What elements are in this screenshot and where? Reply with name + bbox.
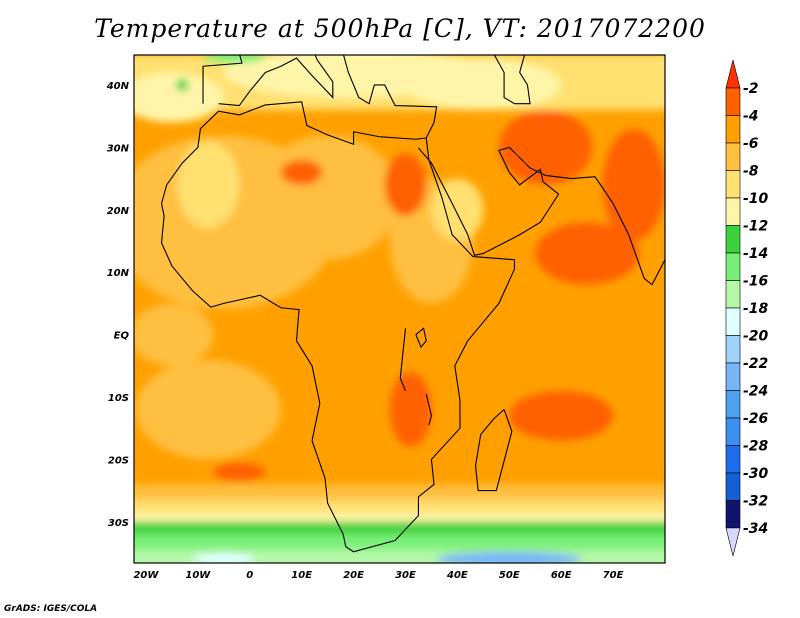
colorbar-below-triangle (725, 527, 741, 557)
lon-tick-label: 10W (185, 570, 211, 581)
colorbar-box (725, 500, 741, 529)
lat-tick-label: 10S (108, 393, 129, 404)
coastline (202, 55, 243, 104)
colorbar-box (725, 472, 741, 501)
field-patch (436, 551, 583, 563)
colorbar-box (725, 445, 741, 474)
coastline (415, 327, 427, 349)
colorbar-box (725, 170, 741, 199)
colorbar-label: -2 (743, 81, 759, 97)
lon-tick-label: 0 (246, 570, 253, 581)
colorbar-box (725, 115, 741, 144)
colorbar-label: -32 (743, 494, 768, 510)
colorbar-box (725, 87, 741, 116)
colorbar-box (725, 335, 741, 364)
colorbar-label: -22 (743, 356, 768, 372)
lat-tick-label: 20S (108, 455, 129, 466)
field-patch (254, 135, 401, 260)
coastline (218, 55, 334, 107)
lon-tick-label: 20E (343, 570, 364, 581)
field-band (134, 521, 665, 535)
colorbar-box (725, 225, 741, 254)
lat-tick-label: 30N (107, 143, 130, 154)
colorbar: -2 -4 -6 -8 -10 -12 -14 -16 -18 -20 -22 -24 -26 -28 -3… (725, 59, 769, 557)
colorbar-label: -18 (743, 301, 769, 317)
field-patch (177, 141, 240, 229)
field-patch (134, 303, 214, 366)
colorbar-box (725, 280, 741, 309)
colorbar-label: -34 (743, 521, 768, 537)
lon-tick-label: 50E (499, 570, 520, 581)
field-patch (134, 72, 224, 123)
colorbar-label: -6 (743, 136, 759, 152)
colorbar-label: -26 (743, 411, 769, 427)
coastline (160, 101, 516, 553)
coastline (399, 328, 407, 391)
colorbar-label: -20 (743, 329, 769, 345)
field-patch (192, 553, 255, 563)
field-patch (431, 178, 484, 241)
colorbar-box (725, 197, 741, 226)
lon-tick-label: 30E (395, 570, 416, 581)
coastline (342, 55, 438, 139)
field-patch (389, 372, 432, 447)
field-patch (384, 153, 427, 216)
coastlines (160, 55, 665, 553)
lat-tick-label: 10N (107, 268, 130, 279)
lat-tick-label: 40N (106, 81, 130, 92)
lat-tick-label: EQ (114, 331, 130, 342)
field-band (134, 534, 665, 550)
colorbar-label: -4 (743, 109, 759, 125)
field-patch (135, 359, 282, 460)
field-band (134, 484, 665, 500)
colorbar-label: -28 (743, 439, 769, 455)
field-patch (509, 390, 614, 441)
coastline (418, 146, 665, 286)
lat-tick-label: 20N (107, 206, 130, 217)
lon-tick-label: 10E (291, 570, 312, 581)
temperature-field (134, 55, 665, 563)
field-band (134, 512, 665, 522)
lon-tick-label: 60E (551, 570, 572, 581)
field-patch (602, 129, 665, 241)
colorbar-box (725, 307, 741, 336)
field-patch (213, 462, 266, 482)
lon-tick-label: 20W (133, 570, 159, 581)
colorbar-label: -8 (743, 164, 759, 180)
colorbar-box (725, 390, 741, 419)
colorbar-label: -16 (743, 274, 769, 290)
lat-tick-label: 30S (108, 518, 129, 529)
lon-tick-label: 70E (603, 570, 624, 581)
field-patch (176, 78, 189, 92)
field-patch (535, 222, 640, 285)
map-frame (133, 54, 666, 564)
colorbar-box (725, 417, 741, 446)
field-patch (280, 159, 323, 185)
coastline (474, 409, 513, 492)
field-patch (202, 55, 266, 64)
colorbar-box (725, 362, 741, 391)
colorbar-label: -10 (743, 191, 769, 207)
field-band (134, 499, 665, 513)
credit-text: GrADS: IGES/COLA (4, 604, 98, 614)
chart-title: Temperature at 500hPa [C], VT: 201707220… (94, 14, 706, 43)
colorbar-label: -30 (743, 466, 769, 482)
field-patch (498, 110, 593, 185)
coastline (425, 393, 432, 426)
field-patch (405, 60, 562, 110)
map-axes: 40N 30N 20N 10N EQ 10S 20S 30S 20W 10W 0 10E 20E 30E 4… (106, 81, 624, 581)
colorbar-label: -24 (743, 384, 768, 400)
colorbar-label: -14 (743, 246, 768, 262)
colorbar-above-triangle (725, 59, 741, 89)
coastline (493, 55, 531, 105)
colorbar-box (725, 252, 741, 281)
lon-tick-label: 40E (446, 570, 468, 581)
colorbar-label: -12 (743, 219, 768, 235)
colorbar-box (725, 142, 741, 171)
